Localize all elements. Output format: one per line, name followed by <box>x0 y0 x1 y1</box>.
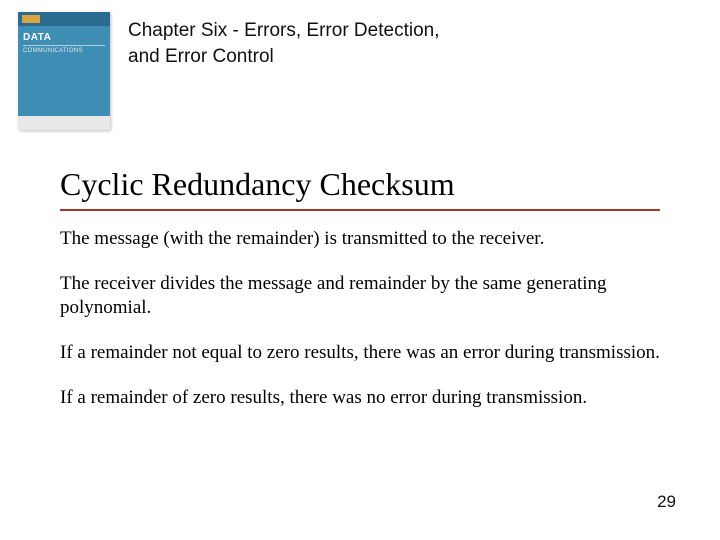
book-title-line1: DATA <box>23 32 105 46</box>
paragraph: The message (with the remainder) is tran… <box>60 227 660 252</box>
slide-header: DATA COMMUNICATIONS Chapter Six - Errors… <box>0 0 720 130</box>
paragraph: If a remainder not equal to zero results… <box>60 341 660 366</box>
book-cover-body: DATA COMMUNICATIONS <box>18 26 110 116</box>
main-heading: Cyclic Redundancy Checksum <box>60 166 660 211</box>
book-cover-badge <box>22 15 40 23</box>
chapter-title: Chapter Six - Errors, Error Detection, a… <box>128 12 448 69</box>
book-cover-bottom-strip <box>18 116 110 130</box>
slide: DATA COMMUNICATIONS Chapter Six - Errors… <box>0 0 720 540</box>
paragraph: If a remainder of zero results, there wa… <box>60 386 660 411</box>
book-cover-top-strip <box>18 12 110 26</box>
paragraph: The receiver divides the message and rem… <box>60 272 660 321</box>
slide-content: Cyclic Redundancy Checksum The message (… <box>0 130 720 410</box>
book-cover-image: DATA COMMUNICATIONS <box>18 12 110 130</box>
page-number: 29 <box>657 492 676 512</box>
book-title-line2: COMMUNICATIONS <box>23 48 105 54</box>
